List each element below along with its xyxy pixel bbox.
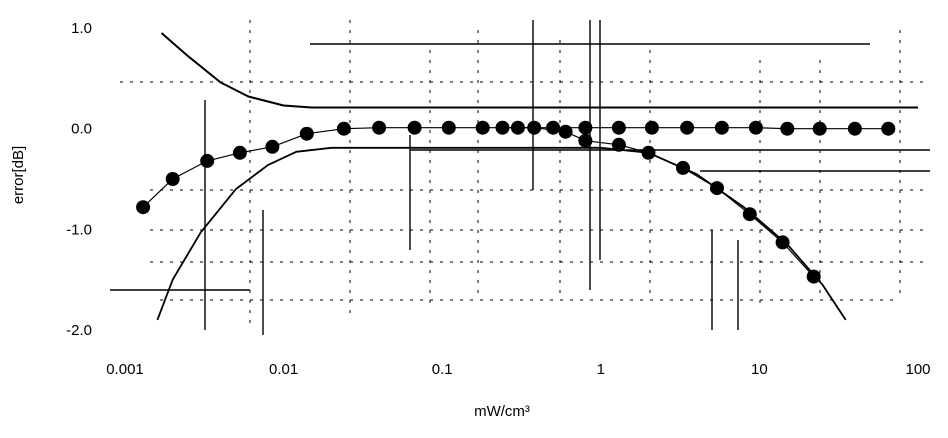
data-point bbox=[475, 120, 490, 135]
data-point bbox=[676, 160, 690, 175]
data-point bbox=[441, 120, 456, 135]
data-point bbox=[558, 124, 573, 139]
data-point bbox=[812, 121, 827, 136]
data-point bbox=[680, 120, 695, 135]
y-tick-label: 0.0 bbox=[71, 121, 92, 138]
y-tick-label: -1.0 bbox=[66, 221, 92, 238]
data-point bbox=[714, 120, 729, 135]
x-tick-labels: 0.001 0.01 0.1 1 10 100 bbox=[106, 361, 930, 378]
data-point bbox=[265, 139, 280, 154]
data-point bbox=[578, 120, 593, 135]
data-point bbox=[806, 269, 821, 284]
series-line bbox=[160, 32, 918, 109]
data-point bbox=[372, 120, 387, 135]
data-point bbox=[847, 121, 862, 136]
data-point bbox=[136, 200, 151, 215]
curves bbox=[142, 32, 918, 321]
x-tick-label: 0.1 bbox=[432, 361, 453, 378]
data-point bbox=[407, 120, 422, 135]
series-line bbox=[156, 146, 847, 321]
x-tick-label: 0.01 bbox=[269, 361, 298, 378]
data-point bbox=[165, 172, 180, 186]
x-tick-label: 10 bbox=[751, 361, 768, 378]
data-point bbox=[748, 120, 763, 135]
data-point bbox=[546, 120, 561, 135]
data-point bbox=[299, 126, 314, 141]
y-tick-label: -2.0 bbox=[66, 322, 92, 339]
data-point bbox=[881, 121, 896, 136]
data-point bbox=[780, 121, 795, 136]
data-point bbox=[336, 121, 351, 136]
data-point bbox=[641, 145, 656, 160]
data-point bbox=[232, 145, 247, 160]
marker-connector bbox=[142, 127, 889, 208]
y-tick-labels: 1.0 0.0 -1.0 -2.0 bbox=[66, 20, 92, 339]
data-point bbox=[644, 120, 659, 135]
x-tick-label: 1 bbox=[597, 361, 605, 378]
data-point bbox=[710, 181, 724, 196]
data-point bbox=[611, 120, 626, 135]
markers bbox=[136, 120, 896, 284]
x-axis-label: mW/cm³ bbox=[474, 403, 530, 420]
y-axis-label: error[dB] bbox=[10, 146, 27, 204]
data-point bbox=[611, 137, 626, 152]
data-point bbox=[775, 235, 790, 250]
data-point bbox=[200, 153, 215, 168]
data-point bbox=[527, 120, 542, 135]
background-grid bbox=[110, 20, 930, 335]
data-point bbox=[578, 133, 593, 148]
data-point bbox=[495, 120, 510, 135]
x-tick-label: 100 bbox=[905, 361, 930, 378]
data-point bbox=[742, 207, 757, 222]
y-tick-label: 1.0 bbox=[71, 20, 92, 37]
x-tick-label: 0.001 bbox=[106, 361, 144, 378]
data-point bbox=[510, 120, 525, 135]
